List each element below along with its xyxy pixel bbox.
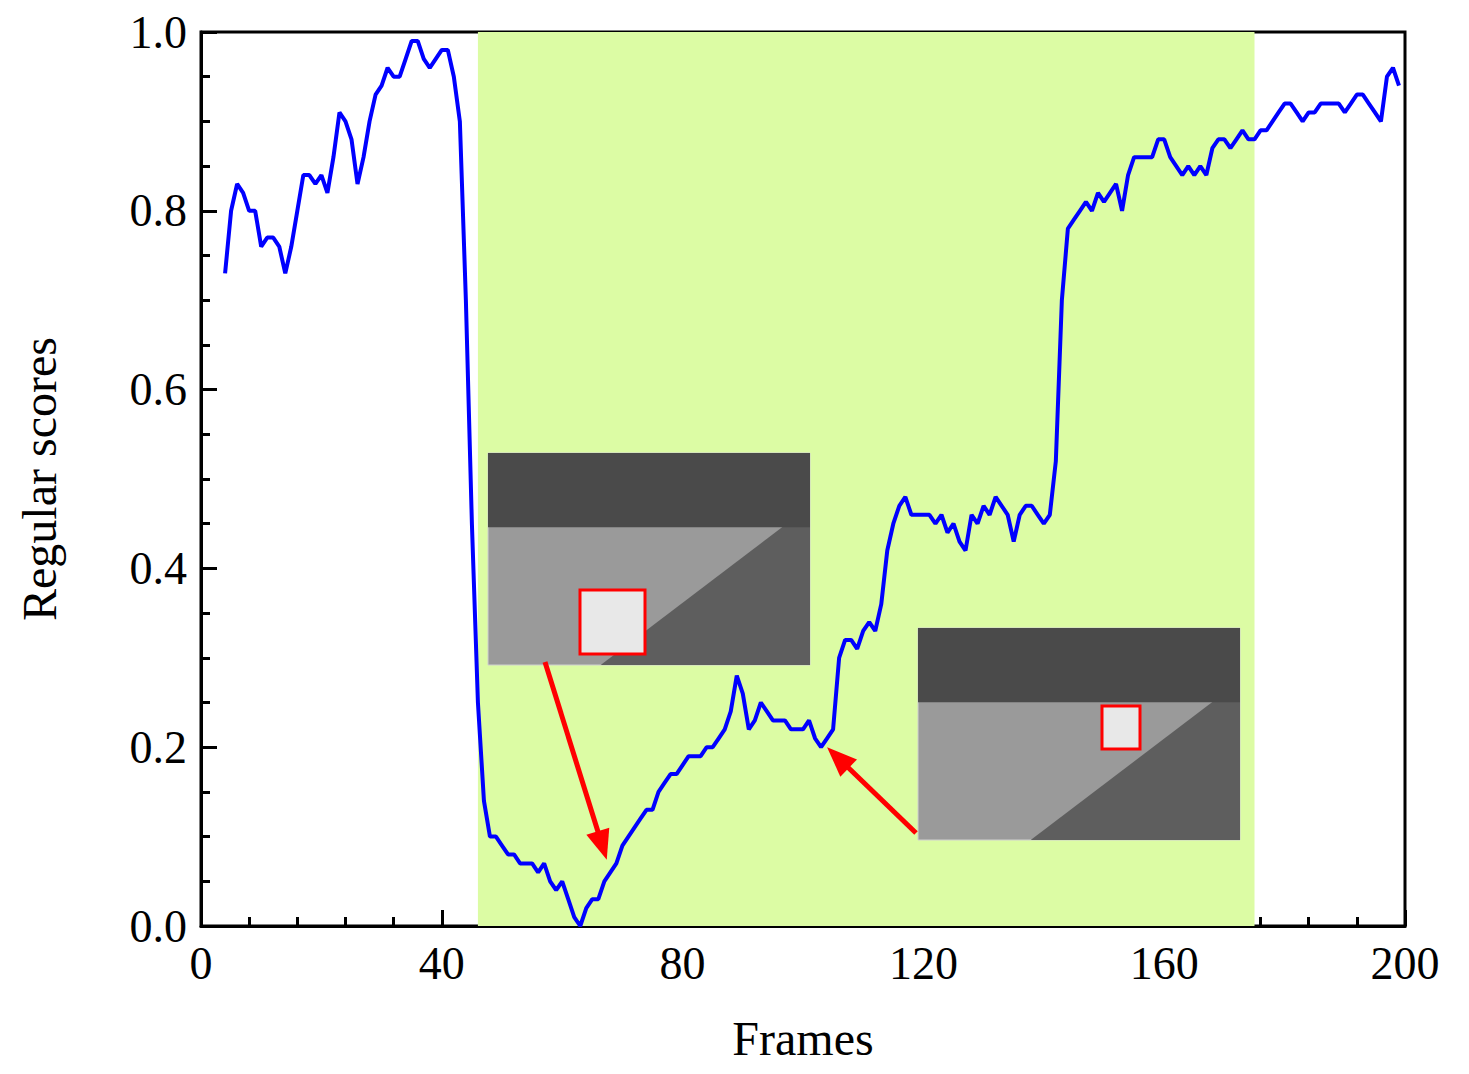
svg-text:Regular scores: Regular scores <box>13 337 66 621</box>
svg-text:80: 80 <box>660 938 706 989</box>
svg-text:Frames: Frames <box>732 1012 873 1065</box>
svg-text:0.6: 0.6 <box>130 364 188 415</box>
svg-text:120: 120 <box>889 938 958 989</box>
svg-text:160: 160 <box>1130 938 1199 989</box>
svg-text:0.0: 0.0 <box>130 901 188 952</box>
svg-text:0: 0 <box>190 938 213 989</box>
svg-text:1.0: 1.0 <box>130 7 188 58</box>
svg-text:40: 40 <box>419 938 465 989</box>
svg-text:200: 200 <box>1371 938 1440 989</box>
svg-text:0.4: 0.4 <box>130 543 188 594</box>
svg-text:0.2: 0.2 <box>130 722 188 773</box>
svg-text:0.8: 0.8 <box>130 185 188 236</box>
